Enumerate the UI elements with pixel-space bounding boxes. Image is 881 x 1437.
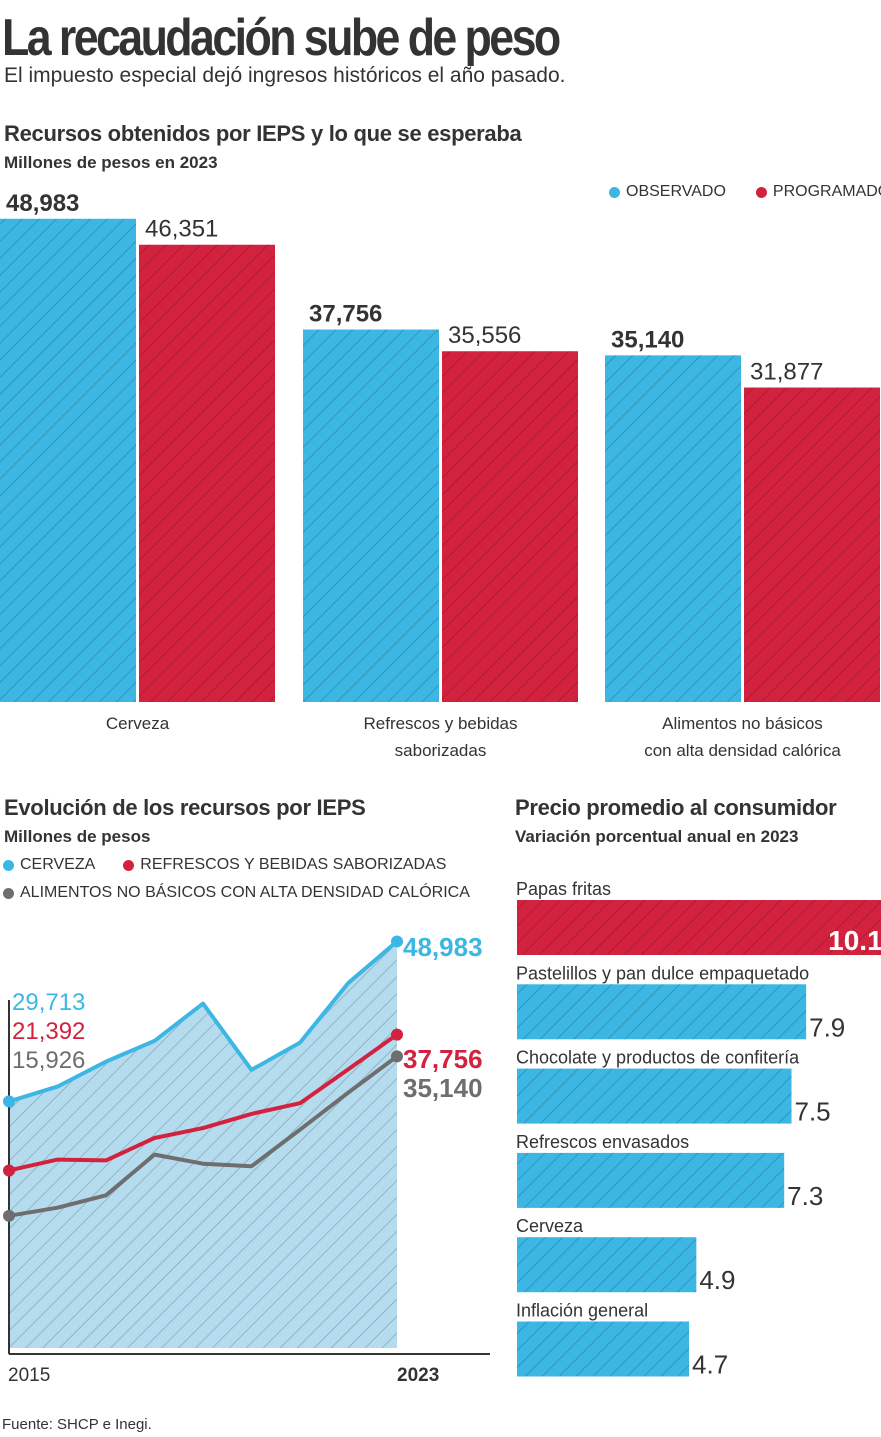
hbar-value-label-1: 7.9 [809, 1012, 845, 1042]
hbar-value-label-5: 4.7 [692, 1350, 728, 1380]
bar-value-label-1-0: 46,351 [145, 216, 218, 243]
hbar-hatch-4 [517, 1237, 697, 1293]
bar-hatch-1-0 [139, 244, 275, 702]
bar-category-label: Refrescos y bebidas saborizadas [363, 714, 518, 760]
hbar-category-label-1: Pastelillos y pan dulce empaquetado [516, 963, 809, 983]
point-alimentos-2023 [391, 1050, 403, 1063]
page-subtitle: El impuesto especial dejó ingresos histó… [4, 64, 566, 87]
source-note: Fuente: SHCP e Inegi. [2, 1416, 152, 1433]
hbar-category-label-4: Cerveza [516, 1216, 584, 1236]
point-alimentos-2015 [3, 1209, 15, 1222]
bar-value-label-0-2: 35,140 [611, 326, 684, 353]
bar-hatch-0-2 [605, 355, 741, 702]
legend-refrescos-dot-icon [123, 859, 135, 871]
legend-alimentos-label: ALIMENTOS NO BÁSICOS CON ALTA DENSIDAD C… [20, 884, 470, 901]
hbar-category-label-5: Inflación general [516, 1301, 648, 1321]
end-label-alimentos: 35,140 [403, 1073, 483, 1103]
bar-chart-title: Recursos obtenidos por IEPS y lo que se … [4, 121, 522, 146]
end-label-cerveza: 48,983 [403, 932, 483, 962]
bar-legend: OBSERVADO PROGRAMADO [609, 183, 881, 201]
bar-hatch-0-0 [0, 218, 136, 703]
hbar-hatch-5 [517, 1321, 690, 1377]
line-chart-subtitle: Millones de pesos [4, 827, 151, 846]
hbar-hatch-0 [517, 900, 881, 955]
hbar-category-label-2: Chocolate y productos de confitería [516, 1048, 800, 1068]
grouped-bar-chart: 48,983 46,351 37,756 35,556 35,140 31,877 [0, 190, 880, 703]
hbar-category-label-3: Refrescos envasados [516, 1132, 689, 1152]
hbar-value-label-3: 7.3 [787, 1181, 823, 1211]
page-title: La recaudación sube de peso [2, 9, 561, 67]
legend-alimentos-dot-icon [3, 887, 14, 899]
hbar-value-label-0: 10.1 [828, 925, 881, 956]
line-legend-row-1: CERVEZA REFRESCOS Y BEBIDAS SABORIZADAS [3, 856, 446, 874]
point-refrescos-2015 [3, 1164, 15, 1177]
bar-value-label-0-0: 48,983 [6, 190, 79, 217]
x-tick-label-end: 2023 [397, 1365, 439, 1386]
hbar-hatch-1 [517, 984, 807, 1040]
hbar-hatch-2 [517, 1068, 792, 1124]
end-label-refrescos: 37,756 [403, 1044, 483, 1074]
line-refrescos [8, 1032, 399, 1173]
line-legend-row-2: ALIMENTOS NO BÁSICOS CON ALTA DENSIDAD C… [3, 884, 470, 902]
legend-programmed-label: PROGRAMADO [772, 183, 881, 200]
line-cerveza [8, 939, 399, 1104]
bar-value-label-1-2: 31,877 [750, 359, 823, 386]
bar-hatch-1-1 [442, 351, 578, 702]
bar-category-label: Cerveza [105, 714, 170, 733]
x-tick-label-start: 2015 [8, 1365, 50, 1386]
point-cerveza-2023 [391, 935, 403, 948]
legend-cerveza-label: CERVEZA [20, 856, 96, 873]
bar-value-label-1-1: 35,556 [448, 322, 521, 349]
hbar-hatch-3 [517, 1152, 785, 1208]
hbar-value-label-4: 4.9 [699, 1265, 735, 1295]
line-chart-title: Evolución de los recursos por IEPS [4, 795, 366, 820]
horizontal-bar-chart: Papas fritas 10.1 Pastelillos y pan dulce … [516, 879, 881, 1380]
start-label-alimentos: 15,926 [12, 1047, 85, 1074]
start-label-cerveza: 29,713 [12, 989, 85, 1016]
hbar-value-label-2: 7.5 [795, 1097, 831, 1127]
bar-hatch-0-1 [303, 329, 439, 702]
legend-cerveza-dot-icon [3, 859, 14, 871]
hbar-chart-title: Precio promedio al consumidor [515, 795, 837, 820]
bar-hatch-1-2 [744, 387, 880, 702]
bar-chart-subtitle: Millones de pesos en 2023 [4, 153, 218, 172]
point-cerveza-2015 [3, 1095, 15, 1108]
start-label-refrescos: 21,392 [12, 1018, 85, 1045]
point-refrescos-2023 [391, 1028, 403, 1041]
hbar-category-label-0: Papas fritas [516, 879, 611, 899]
legend-observed-label: OBSERVADO [626, 183, 726, 200]
line-alimentos [8, 1054, 399, 1218]
bar-value-label-0-1: 37,756 [309, 301, 382, 328]
legend-observed-dot-icon [609, 186, 620, 198]
bar-category-label: Alimentos no básicos con alta densidad ca… [644, 714, 841, 760]
legend-refrescos-label: REFRESCOS Y BEBIDAS SABORIZADAS [140, 856, 447, 873]
legend-programmed-dot-icon [755, 186, 767, 198]
hbar-chart-subtitle: Variación porcentual anual en 2023 [515, 827, 799, 846]
